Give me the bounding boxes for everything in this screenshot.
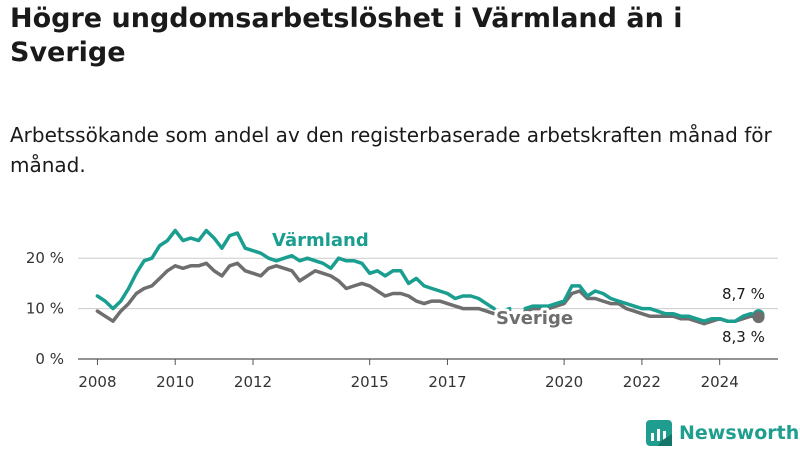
series-label-sverige: Sverige	[496, 308, 573, 329]
x-tick-label: 2010	[156, 373, 194, 391]
end-value-varmland: 8,7 %	[722, 285, 765, 303]
line-chart: 0 % 10 % 20 % 2008 2010 2012 2015 2017 2020 2022…	[26, 227, 778, 391]
x-tick-label: 2017	[428, 373, 466, 391]
y-tick-label: 10 %	[26, 300, 64, 318]
x-tick-label: 2012	[234, 373, 272, 391]
x-tick-label: 2015	[351, 373, 389, 391]
y-tick-label: 20 %	[26, 249, 64, 267]
y-tick-label: 0 %	[35, 350, 64, 368]
series-end-point	[752, 311, 765, 324]
series-label-varmland: Värmland	[272, 230, 369, 251]
series-lines	[95, 228, 765, 326]
chart-logo-icon	[646, 420, 672, 446]
x-tick-label: 2008	[78, 373, 116, 391]
x-tick-label: 2024	[701, 373, 739, 391]
series-labels: Värmland Sverige 8,7 % 8,3 %	[269, 227, 768, 349]
chart-title: Högre ungdomsarbetslöshet i Värmland än …	[10, 3, 683, 68]
x-tick-label: 2022	[623, 373, 661, 391]
chart-subtitle: Arbetssökande som andel av den registerb…	[10, 123, 772, 177]
x-axis: 2008 2010 2012 2015 2017 2020 2022 2024	[78, 359, 739, 391]
series-line-värmland	[95, 228, 761, 323]
end-value-sverige: 8,3 %	[722, 328, 765, 346]
brand-name: Newsworthy	[679, 422, 800, 444]
series-line-sverige	[95, 261, 761, 326]
x-tick-label: 2020	[545, 373, 583, 391]
grid-lines: 0 % 10 % 20 %	[26, 249, 778, 368]
newsworthy-brand: Newsworthy	[646, 418, 800, 448]
